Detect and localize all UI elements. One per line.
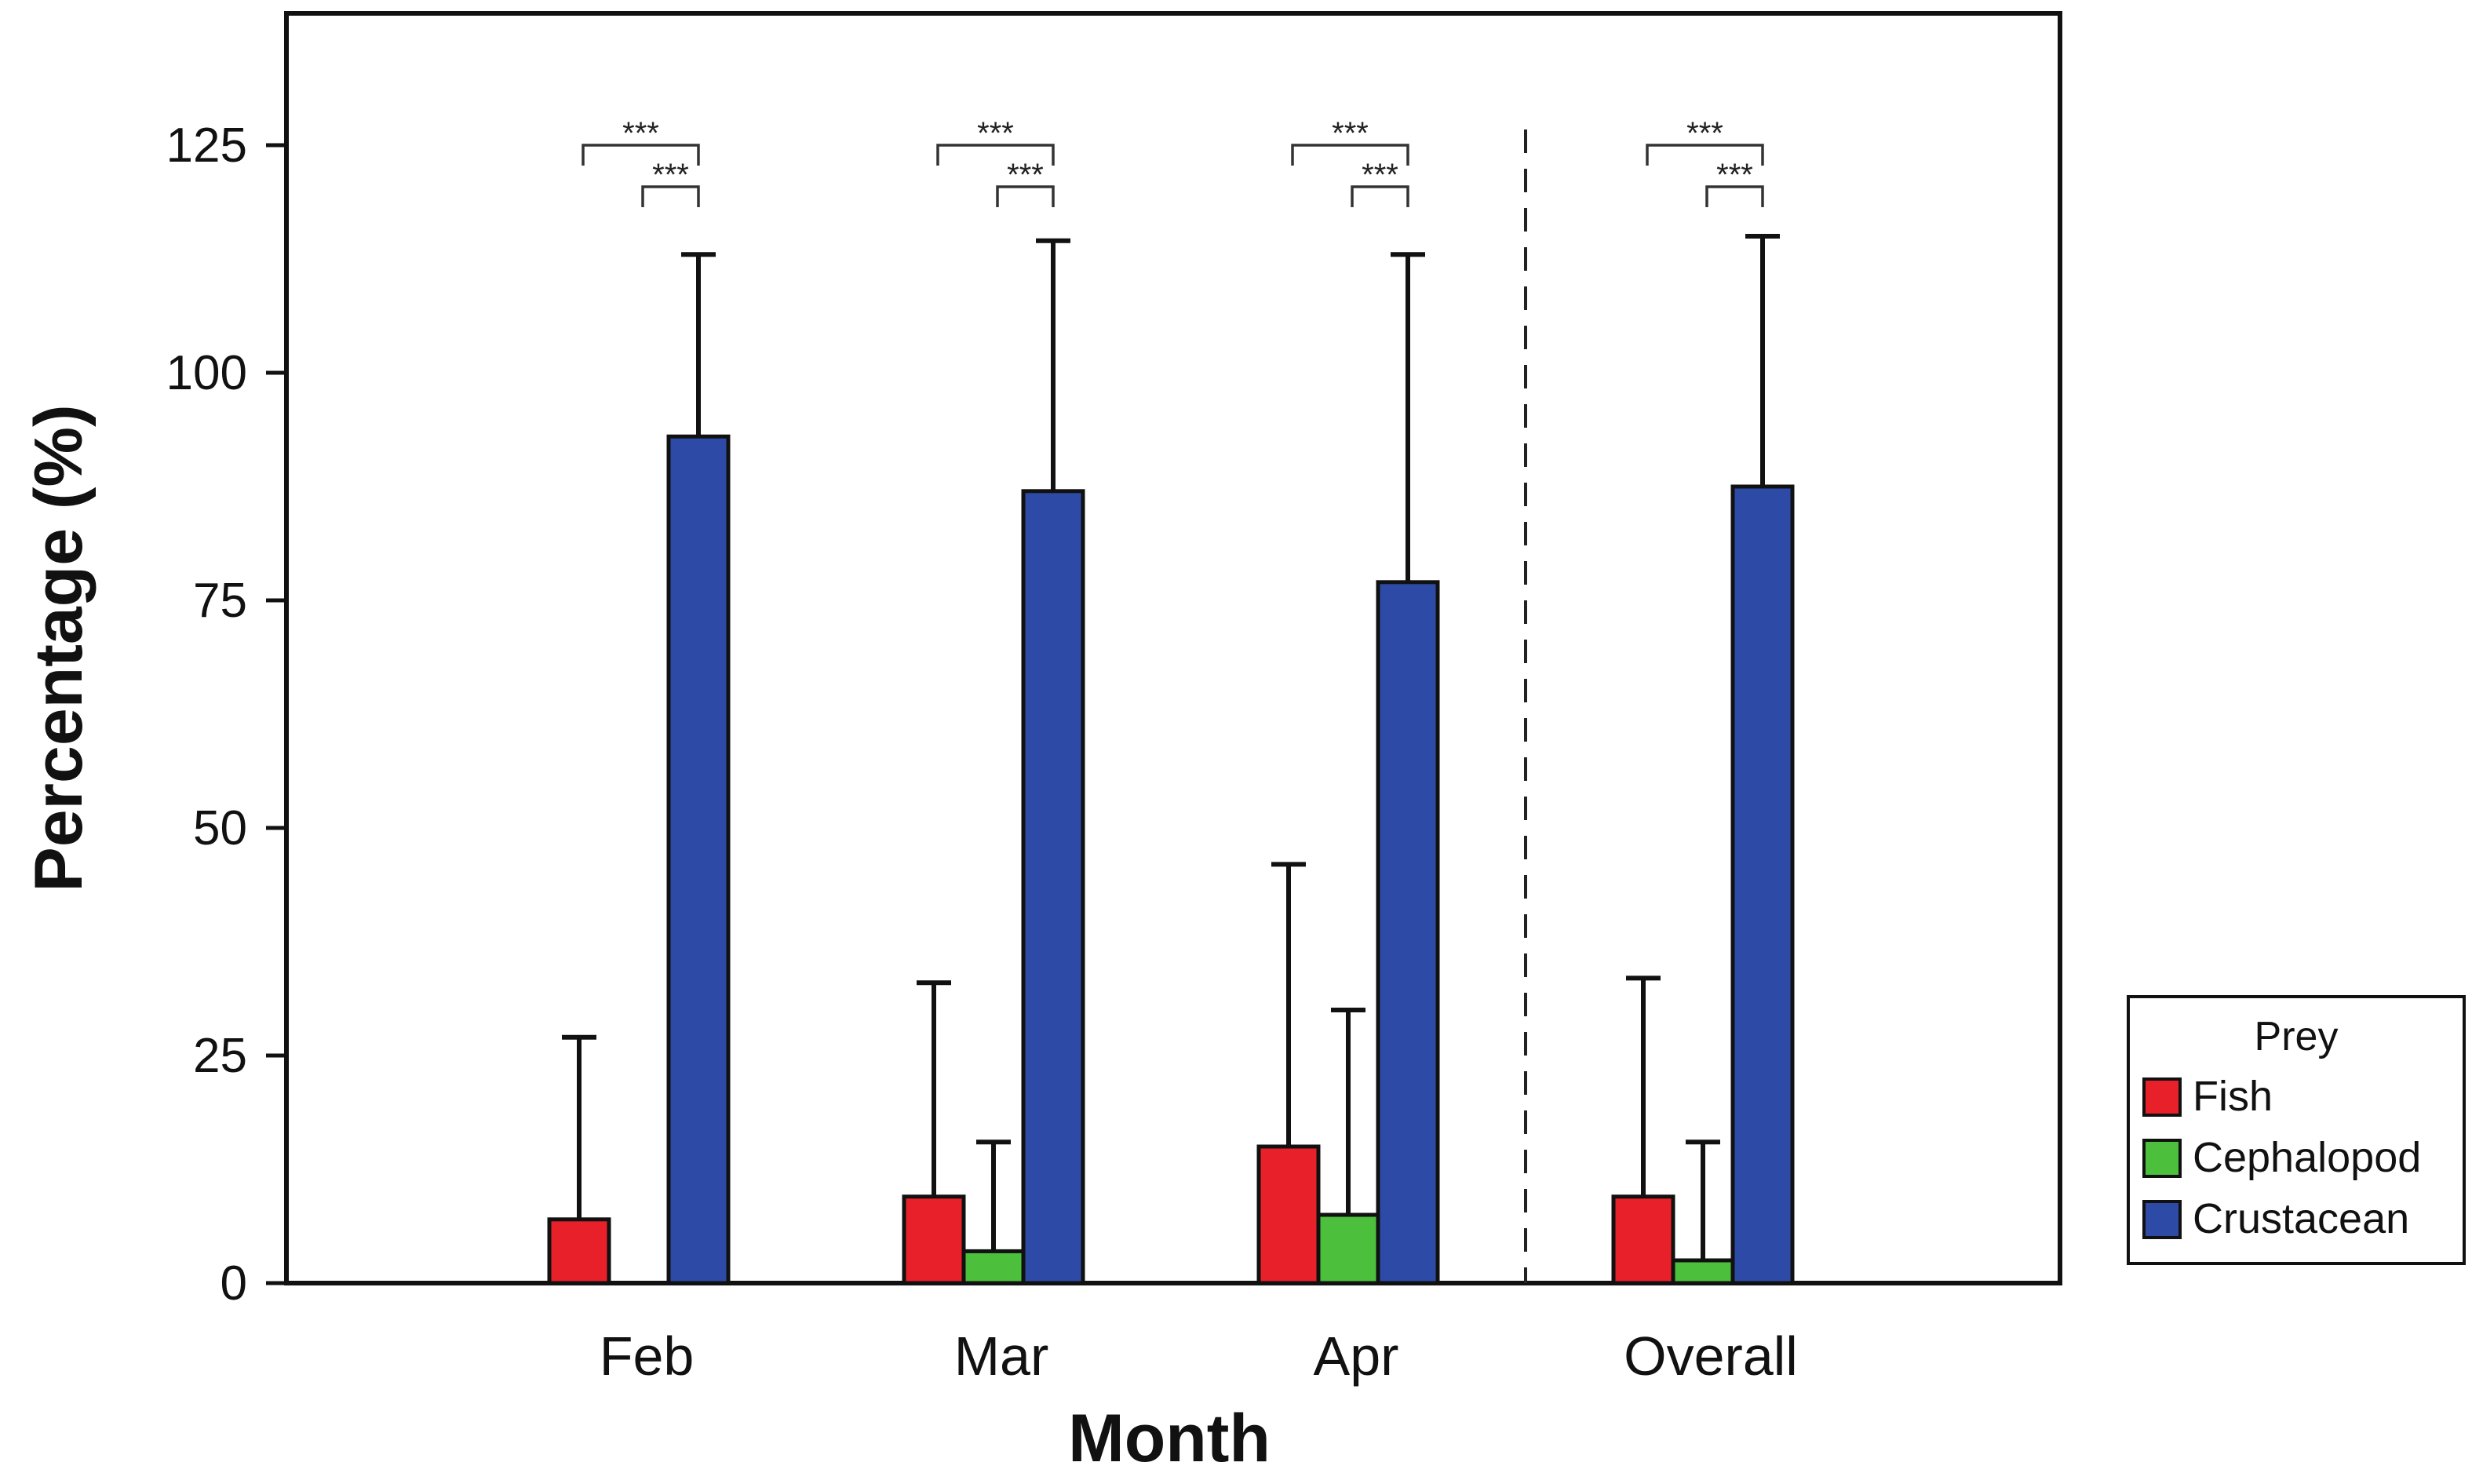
bar-crustacean [1376, 580, 1440, 1285]
y-tick-label: 50 [193, 801, 247, 855]
plot-frame [284, 11, 2062, 1285]
x-axis-title: Month [1068, 1401, 1271, 1476]
significance-bracket [1351, 185, 1409, 207]
bar-fish [902, 1194, 966, 1285]
y-tick-label: 25 [193, 1029, 247, 1083]
significance-label: *** [1686, 116, 1723, 151]
bar-cephalopod [1316, 1212, 1380, 1285]
bar-crustacean [666, 434, 731, 1285]
bar-cephalopod [1671, 1258, 1735, 1285]
x-tick-label: Feb [600, 1325, 695, 1387]
error-bars [562, 234, 1780, 1260]
x-tick-label: Overall [1624, 1325, 1798, 1387]
y-axis: 0 25 50 75 100 125 [166, 119, 286, 1311]
bars [547, 434, 1795, 1285]
bar-fish [1256, 1144, 1321, 1285]
legend-swatch-fish [2142, 1077, 2182, 1117]
bar-crustacean [1021, 489, 1085, 1285]
x-axis: Feb Mar Apr Overall [600, 1325, 1798, 1387]
significance-bracket [641, 185, 700, 207]
x-tick-label: Apr [1314, 1325, 1399, 1387]
x-tick-label: Mar [954, 1325, 1049, 1387]
legend-box [2127, 995, 2466, 1265]
legend-title: Prey [2255, 1014, 2339, 1059]
significance-bracket [1291, 144, 1409, 166]
y-tick-label: 75 [193, 574, 247, 628]
bar-cephalopod [961, 1249, 1026, 1285]
bar-crustacean [1730, 484, 1795, 1285]
y-tick-label: 0 [221, 1256, 247, 1311]
legend-swatch-cephalopod [2142, 1139, 2182, 1178]
significance-bracket [1646, 144, 1764, 166]
significance-bracket [1705, 185, 1764, 207]
significance-label: *** [652, 158, 689, 192]
bar-fish [547, 1217, 611, 1285]
y-tick-label: 100 [166, 346, 247, 400]
legend-label-crustacean: Crustacean [2193, 1195, 2409, 1242]
y-tick-label: 125 [166, 119, 247, 173]
significance-bracket [996, 185, 1055, 207]
significance-brackets: *** *** *** *** *** *** *** *** [582, 116, 1764, 207]
legend: Prey Fish Cephalopod Crustacean [2127, 995, 2466, 1265]
y-axis-title: Percentage (%) [21, 404, 97, 891]
significance-label: *** [622, 116, 659, 151]
legend-label-fish: Fish [2193, 1073, 2273, 1120]
significance-label: *** [1716, 158, 1753, 192]
significance-label: *** [977, 116, 1014, 151]
legend-swatch-crustacean [2142, 1200, 2182, 1239]
legend-label-cephalopod: Cephalopod [2193, 1134, 2421, 1181]
significance-label: *** [1007, 158, 1044, 192]
bar-fish [1611, 1194, 1675, 1285]
significance-bracket [936, 144, 1055, 166]
significance-label: *** [1362, 158, 1398, 192]
significance-bracket [582, 144, 700, 166]
legend-items: Fish Cephalopod Crustacean [2142, 1073, 2421, 1242]
significance-label: *** [1332, 116, 1369, 151]
